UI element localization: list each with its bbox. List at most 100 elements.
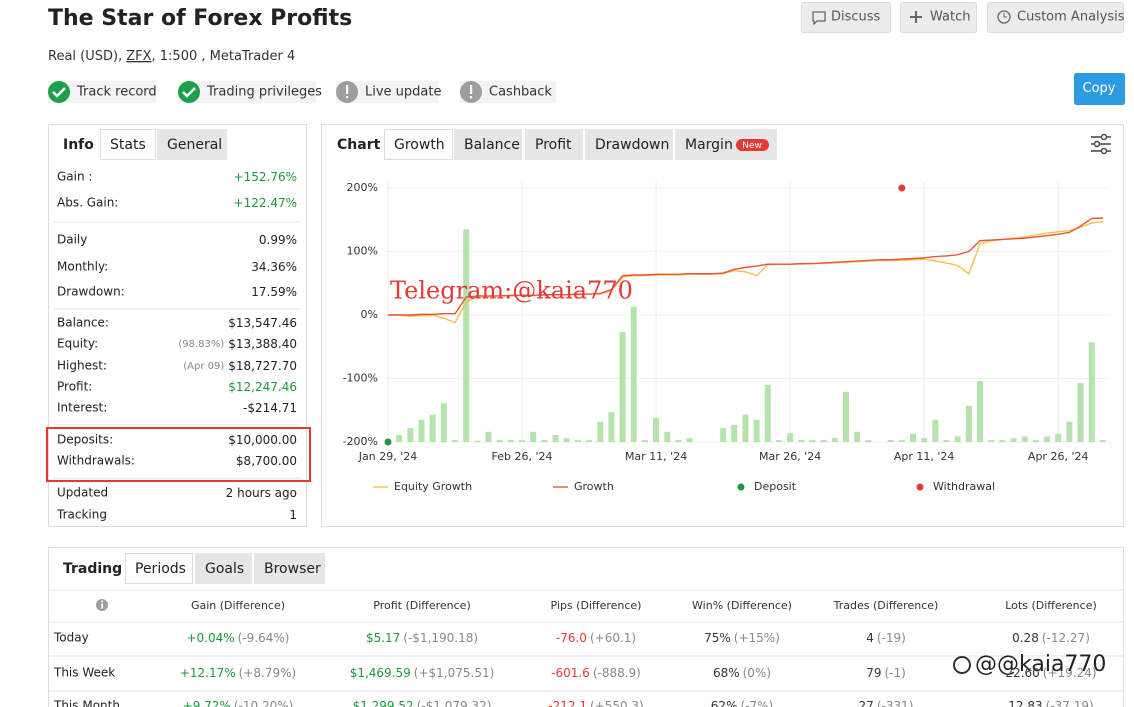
tab-label[interactable]: Growth [394,137,445,153]
stat-number: 1 [289,508,297,522]
settings-icon[interactable] [1091,133,1111,155]
column-header: Gain (Difference) [191,599,285,612]
bar [921,438,928,442]
stat-number: 17.59% [251,285,297,299]
button[interactable]: Watch [900,2,977,33]
stat-label: Profit: [57,380,92,394]
bar [809,440,816,442]
column-header: Pips (Difference) [551,599,642,612]
event-dot [898,184,906,192]
check-mark [52,87,66,98]
tab: Info [63,137,94,153]
stat-value: $8,700.00 [236,454,297,468]
x-tick-label: Mar 26, '24 [759,450,821,463]
bar [731,424,738,442]
bar [396,435,403,442]
cell-diff: (0%) [743,666,771,680]
button-label[interactable]: Custom Analysis [1017,10,1125,25]
bar [887,440,894,442]
button-bg[interactable] [1074,73,1125,105]
bar [530,431,537,442]
cell: $1,299.52 (-$1,079.32) [353,699,492,707]
stat-number: $13,388.40 [228,337,297,351]
button-bg[interactable] [987,2,1124,33]
stat-label: Tracking [56,508,107,522]
stat-number: $13,547.46 [228,316,297,330]
cell-value: 79 [866,666,881,680]
tab[interactable]: Stats [100,129,156,160]
tab-bg [195,553,252,584]
bar [429,414,436,442]
stat-label: Gain : [57,170,92,184]
legend-label[interactable]: Equity Growth [394,480,472,493]
info-dot [101,600,103,603]
button-label[interactable]: Copy [1083,81,1116,96]
bar [686,438,693,442]
bar [1099,440,1106,442]
x-tick-label: Feb 26, '24 [492,450,553,463]
column-header: Trades (Difference) [833,599,939,612]
tab-label[interactable]: Margin [685,137,733,153]
button[interactable]: Discuss [801,2,891,33]
legend-label[interactable]: Withdrawal [933,480,995,493]
legend-label[interactable]: Growth [574,480,614,493]
cell-diff: (-1) [884,666,905,680]
tab-label[interactable]: Stats [110,137,146,153]
stat-value: 34.36% [251,260,297,274]
tab-label[interactable]: General [167,137,222,153]
cell-value: 75% [704,631,731,645]
tab-label[interactable]: Periods [135,561,186,577]
tab[interactable]: Browser [254,553,325,584]
tab-label[interactable]: Profit [535,137,572,153]
bar [909,433,916,442]
clock-icon [997,10,1011,24]
clock-hand [1003,13,1007,18]
legend-label[interactable]: Deposit [754,480,797,493]
y-tick-label: -100% [343,372,378,385]
button-label[interactable]: Discuss [831,10,881,25]
bar [418,419,425,442]
badge: Trading privileges [178,81,322,103]
bar [485,431,492,442]
cell-value: $1,299.52 [353,699,414,707]
button[interactable]: Custom Analysis [987,2,1125,33]
bar [1077,382,1084,442]
tab[interactable]: Drawdown [585,129,673,160]
bar [720,428,727,442]
button[interactable]: Copy [1074,73,1125,105]
corner-watermark: @@kaia770 [975,652,1106,677]
tab-bg [585,129,673,160]
exclaim-dot [346,96,349,99]
tab[interactable]: Goals [195,553,252,584]
cell: 75% (+15%) [704,631,780,645]
cell: +0.04% (-9.64%) [186,631,289,645]
tab-label[interactable]: Drawdown [595,137,669,153]
tab[interactable]: Growth [384,129,453,160]
button-bg[interactable] [900,2,977,33]
cell: +9.72% (-10.20%) [183,699,294,707]
tab[interactable]: General [157,129,227,160]
cell-diff: (-37.19) [1046,699,1094,707]
tab-label[interactable]: Browser [264,561,321,577]
cell: 12.83 (-37.19) [1008,699,1093,707]
bar [664,431,671,442]
tab[interactable]: Balance [454,129,522,160]
button-label[interactable]: Watch [930,10,970,25]
badge-label: Track record [76,85,157,100]
tab: Chart [337,137,381,153]
tab[interactable]: Profit [525,129,583,160]
tab[interactable]: Periods [125,553,193,584]
button-bg[interactable] [801,2,891,33]
tab-label[interactable]: Balance [464,137,520,153]
stat-value: 2 hours ago [226,486,297,500]
broker-link[interactable]: ZFX [126,49,151,64]
stat-label: Highest: [57,359,107,373]
tab-label[interactable]: Goals [205,561,244,577]
bar [1021,436,1028,442]
watch-icon [910,11,922,23]
stat-value: $13,547.46 [228,316,297,330]
tab-label: Trading [63,561,122,577]
tab: Trading [63,561,122,577]
tab-active [384,129,453,160]
account-details: , 1:500 , MetaTrader 4 [152,49,296,64]
